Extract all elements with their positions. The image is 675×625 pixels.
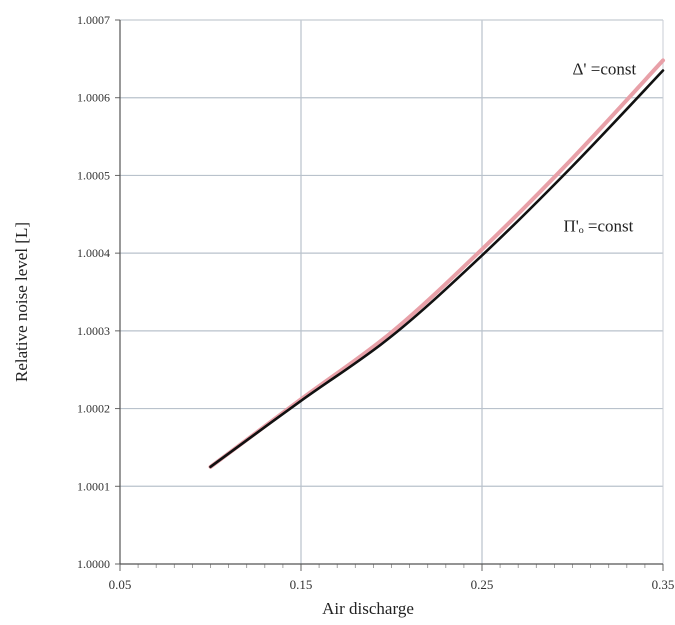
y-tick-label: 1.0001 [77, 479, 110, 493]
y-tick-label: 1.0000 [77, 557, 110, 571]
series-pi-const-line [209, 69, 665, 469]
y-tick-label: 1.0005 [77, 168, 110, 182]
y-tick-label: 1.0007 [77, 13, 110, 27]
axis-layer [115, 19, 664, 571]
series-layer [208, 58, 665, 469]
x-tick-label: 0.05 [109, 577, 132, 592]
grid-layer [120, 19, 663, 564]
y-axis-title: Relative noise level [L] [12, 222, 31, 382]
annotation-delta-const: Δ' =const [573, 59, 637, 78]
x-tick-label: 0.15 [290, 577, 313, 592]
x-tick-label: 0.25 [471, 577, 494, 592]
y-tick-label: 1.0004 [77, 246, 110, 260]
annotation-pi-const: Π'ₒ =const [563, 216, 633, 235]
label-layer: 1.0000 1.0001 1.0002 1.0003 1.0004 1.0005 1.00… [77, 13, 674, 592]
x-tick-label: 0.35 [652, 577, 675, 592]
plot-area [120, 20, 663, 564]
x-axis-title: Air discharge [322, 599, 414, 618]
y-tick-label: 1.0006 [77, 91, 110, 105]
y-tick-label: 1.0003 [77, 324, 110, 338]
y-tick-label: 1.0002 [77, 402, 110, 416]
